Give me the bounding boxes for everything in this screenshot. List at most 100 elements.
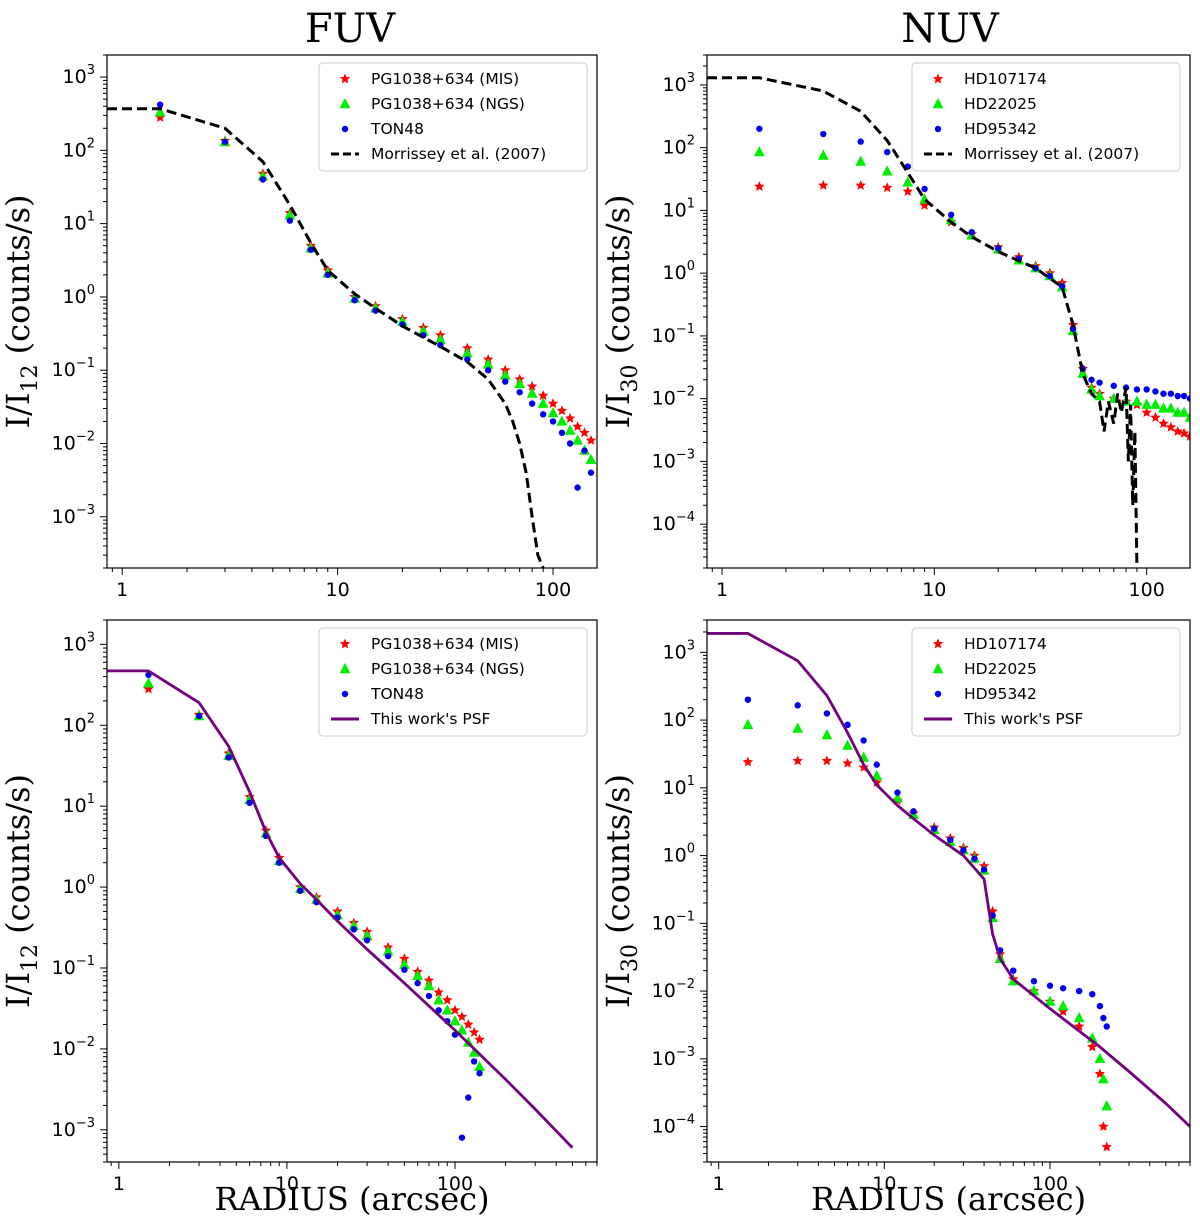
nuv-top-x-tick-label: 10 xyxy=(922,579,946,601)
nuv-top-hd22025-point xyxy=(1094,390,1105,401)
nuv-bottom-hd22025-point xyxy=(1097,1073,1109,1084)
legend-entry-label: This work's PSF xyxy=(370,710,491,728)
nuv-top-y-tick-label: 100 xyxy=(663,259,695,284)
nuv-top-hd95342-point xyxy=(884,148,891,156)
fuv-top-pg1038-634-ngs-point xyxy=(556,415,568,426)
nuv-bottom-ticks: 1 10 100 10−4 10−3 10−2 10−1 100 101 102 103 xyxy=(652,619,1191,1195)
legend-marker-handle xyxy=(932,638,944,649)
nuv-top-hd107174-point xyxy=(1165,421,1177,432)
nuv-top-hd95342-point xyxy=(820,130,827,138)
fuv-bottom-pg1038-634-mis-point xyxy=(442,994,453,1005)
fuv-top-ton48-point xyxy=(156,101,164,108)
fuv-top-pg1038-634-ngs-point xyxy=(572,434,583,445)
legend-entry-label: This work's PSF xyxy=(963,710,1084,728)
nuv-bottom-hd107174-point xyxy=(792,755,803,766)
nuv-top-hd107174-point xyxy=(919,199,930,210)
nuv-top-x-tick-label: 1 xyxy=(716,579,728,601)
fuv-top-ton48-point xyxy=(259,176,267,183)
nuv-bottom-y-tick-label: 10−3 xyxy=(652,1045,695,1070)
legend-entry-label: Morrissey et al. (2007) xyxy=(371,145,546,163)
fuv-top-ton48-point xyxy=(286,217,294,224)
legend-marker-handle xyxy=(932,73,944,84)
fuv-top-ton48-point xyxy=(464,356,471,363)
fuv-top-frame xyxy=(106,54,598,569)
nuv-bottom-x-tick-label: 100 xyxy=(1032,1173,1068,1195)
nuv-top-hd22025-point xyxy=(753,146,765,157)
fuv-bottom-y-tick-label: 10−2 xyxy=(52,1035,95,1060)
fuv-top-pg1038-634-mis-point xyxy=(154,112,166,123)
legend-entry-label: Morrissey et al. (2007) xyxy=(964,145,1139,163)
fuv-bottom-ton48-point xyxy=(425,992,433,1000)
nuv-bottom-hd95342-point xyxy=(1096,1002,1104,1010)
fuv-top-ton48-point xyxy=(221,138,229,146)
fuv-top-ton48-point xyxy=(566,440,574,447)
fuv-bottom-ton48-point xyxy=(470,1058,478,1065)
fuv-bottom-ton48-point xyxy=(225,754,232,761)
nuv-bottom-ylabel: I/I30 (counts/s) xyxy=(599,774,643,1008)
nuv-bottom-hd95342-point xyxy=(947,836,954,844)
nuv-top-y-tick-label: 101 xyxy=(663,196,695,221)
fuv-top-pg1038-634-mis-point xyxy=(556,405,568,416)
nuv-top-y-tick-label: 103 xyxy=(663,71,695,96)
fuv-bottom-pg1038-634-mis-point xyxy=(474,1034,485,1045)
nuv-bottom-this-work-s-psf-line xyxy=(707,632,1190,1128)
nuv-top-ticks: 1 10 100 10−4 10−3 10−2 10−1 100 101 102 103 xyxy=(652,54,1165,601)
nuv-bottom-y-tick-label: 103 xyxy=(663,638,695,663)
nuv-bottom-hd95342-point xyxy=(1059,985,1067,992)
fuv-top-pg1038-634-mis-point xyxy=(564,412,576,423)
fuv-bottom-y-tick-label: 101 xyxy=(63,792,95,817)
fuv-bottom-y-tick-label: 100 xyxy=(63,873,95,898)
fuv-bottom-ton48-point xyxy=(195,712,203,720)
nuv-bottom-hd107174-point xyxy=(1098,1121,1109,1132)
fuv-bottom-x-tick-label: 10 xyxy=(275,1173,299,1195)
legend-entry-label: TON48 xyxy=(370,685,424,703)
nuv-bottom-y-tick-label: 100 xyxy=(663,842,695,867)
nuv-top-hd22025-point xyxy=(1184,411,1190,422)
fuv-top-x-tick-label: 1 xyxy=(116,579,128,601)
nuv-bottom-hd95342-point xyxy=(1010,967,1017,974)
fuv-top-ton48-point xyxy=(581,447,588,454)
nuv-top-hd107174-point xyxy=(855,179,866,190)
fuv-top-pg1038-634-ngs-point xyxy=(499,369,511,380)
nuv-top-hd95342-point xyxy=(1152,388,1159,395)
legend-marker-handle xyxy=(932,663,944,674)
fuv-bottom-panel: 1 10 100 10−3 10−2 10−1 100 101 102 103 I/I12 (cou… xyxy=(0,619,598,1218)
fuv-bottom-ton48-point xyxy=(414,979,421,987)
nuv-bottom-hd22025-point xyxy=(1057,1000,1069,1011)
fuv-top-pg1038-634-ngs-point xyxy=(526,387,538,398)
fuv-bottom-pg1038-634-mis-point xyxy=(143,683,154,694)
nuv-top-hd95342-point xyxy=(1180,392,1188,400)
legend-marker-handle xyxy=(341,125,349,133)
fuv-top-pg1038-634-mis-point xyxy=(572,421,583,432)
nuv-top-hd95342-point xyxy=(1096,379,1103,386)
nuv-top-frame xyxy=(706,54,1191,569)
fuv-top-ton48-point xyxy=(307,246,314,253)
nuv-top-hd95342-point xyxy=(1088,376,1095,383)
legend-entry-label: PG1038+634 (NGS) xyxy=(371,95,525,113)
nuv-top-hd107174-point xyxy=(881,182,893,193)
fuv-top-ton48-point xyxy=(549,418,557,425)
legend-entry-label: HD107174 xyxy=(964,70,1047,88)
nuv-bottom-y-tick-label: 102 xyxy=(663,706,695,731)
fuv-top-ton48-point xyxy=(558,429,566,436)
legend-entry-label: PG1038+634 (MIS) xyxy=(371,635,519,653)
fuv-bottom-pg1038-634-ngs-point xyxy=(382,945,394,956)
fuv-top-ton48-point xyxy=(502,378,509,385)
fuv-top-y-tick-label: 10−2 xyxy=(52,429,95,454)
fuv-bottom-pg1038-634-ngs-point xyxy=(474,1060,485,1072)
legend-entry-label: PG1038+634 (NGS) xyxy=(371,660,525,678)
nuv-bottom-hd22025-point xyxy=(871,769,883,781)
nuv-bottom-hd22025-point xyxy=(1044,995,1056,1006)
nuv-top-y-tick-label: 10−2 xyxy=(652,385,695,410)
nuv-bottom-y-tick-label: 101 xyxy=(663,774,695,799)
fuv-top-ton48-point xyxy=(484,367,492,374)
nuv-top-hd22025-point xyxy=(817,149,829,160)
fuv-bottom-pg1038-634-mis-point xyxy=(463,1019,474,1029)
fuv-top-pg1038-634-ngs-point xyxy=(434,333,446,344)
nuv-bottom-hd22025-point xyxy=(1073,1012,1085,1023)
fuv-top-legend: PG1038+634 (MIS) PG1038+634 (NGS) TON48 Mor… xyxy=(318,62,588,172)
fuv-top-pg1038-634-mis-point xyxy=(585,434,597,445)
nuv-top-y-tick-label: 10−3 xyxy=(652,447,695,472)
fuv-top-y-tick-label: 101 xyxy=(63,210,95,235)
